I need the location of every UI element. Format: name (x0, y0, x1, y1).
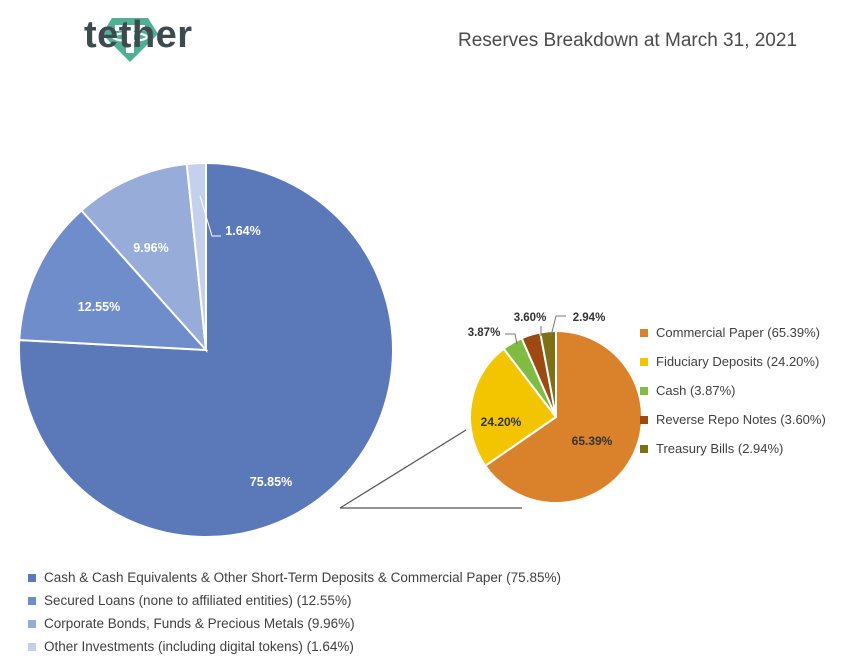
legend-swatch (28, 573, 36, 582)
legend-item: Treasury Bills (2.94%) (640, 434, 826, 463)
legend-swatch (640, 328, 648, 337)
zoom-connector-top (339, 429, 467, 509)
main-label-2: 9.96% (133, 241, 168, 255)
sub-label-3: 3.60% (514, 312, 547, 324)
legend-label: Cash (3.87%) (656, 383, 736, 398)
legend-swatch (640, 386, 648, 395)
sub-pie-slice-1 (469, 347, 558, 468)
sub-label-4-leader (550, 315, 566, 337)
legend-item: Cash (3.87%) (640, 376, 826, 405)
legend-swatch (28, 619, 36, 628)
legend-label: Corporate Bonds, Funds & Precious Metals… (44, 616, 355, 631)
legend-swatch (28, 596, 36, 605)
report-title: Reserves Breakdown at March 31, 2021 (458, 30, 798, 51)
main-legend: Cash & Cash Equivalents & Other Short-Te… (28, 566, 561, 658)
legend-item: Other Investments (including digital tok… (28, 635, 561, 658)
legend-label: Reverse Repo Notes (3.60%) (656, 412, 826, 427)
legend-label: Treasury Bills (2.94%) (656, 441, 784, 456)
legend-label: Fiduciary Deposits (24.20%) (656, 354, 820, 369)
main-label-3-leader (199, 195, 221, 237)
sub-label-4: 2.94% (573, 312, 606, 324)
sub-pie-slice-4 (539, 329, 557, 418)
legend-label: Commercial Paper (65.39%) (656, 325, 821, 340)
legend-swatch (28, 642, 36, 651)
legend-item: Corporate Bonds, Funds & Precious Metals… (28, 612, 561, 635)
legend-item: Cash & Cash Equivalents & Other Short-Te… (28, 566, 561, 589)
main-label-3: 1.64% (225, 224, 260, 238)
legend-label: Other Investments (including digital tok… (44, 639, 354, 654)
sub-legend: Commercial Paper (65.39%) Fiduciary Depo… (640, 318, 826, 463)
sub-label-2: 3.87% (468, 327, 501, 339)
main-pie-slice-3 (185, 161, 207, 351)
legend-item: Secured Loans (none to affiliated entiti… (28, 589, 561, 612)
sub-label-0: 65.39% (572, 434, 613, 448)
brand-name: tether (84, 14, 193, 56)
legend-label: Secured Loans (none to affiliated entiti… (44, 593, 352, 608)
main-label-0: 75.85% (250, 475, 292, 489)
sub-pie-slice-0 (483, 329, 643, 504)
tether-logo-icon (102, 18, 158, 62)
main-pie-slice-1 (18, 209, 209, 352)
legend-label: Cash & Cash Equivalents & Other Short-Te… (44, 570, 561, 585)
legend-item: Commercial Paper (65.39%) (640, 318, 826, 347)
sub-label-2-leader (505, 333, 518, 345)
legend-swatch (640, 415, 648, 424)
legend-item: Fiduciary Deposits (24.20%) (640, 347, 826, 376)
legend-item: Reverse Repo Notes (3.60%) (640, 405, 826, 434)
main-pie-slice-2 (80, 162, 208, 353)
legend-swatch (640, 444, 648, 453)
main-label-1: 12.55% (78, 300, 120, 314)
legend-swatch (640, 357, 648, 366)
sub-label-1: 24.20% (481, 415, 522, 429)
